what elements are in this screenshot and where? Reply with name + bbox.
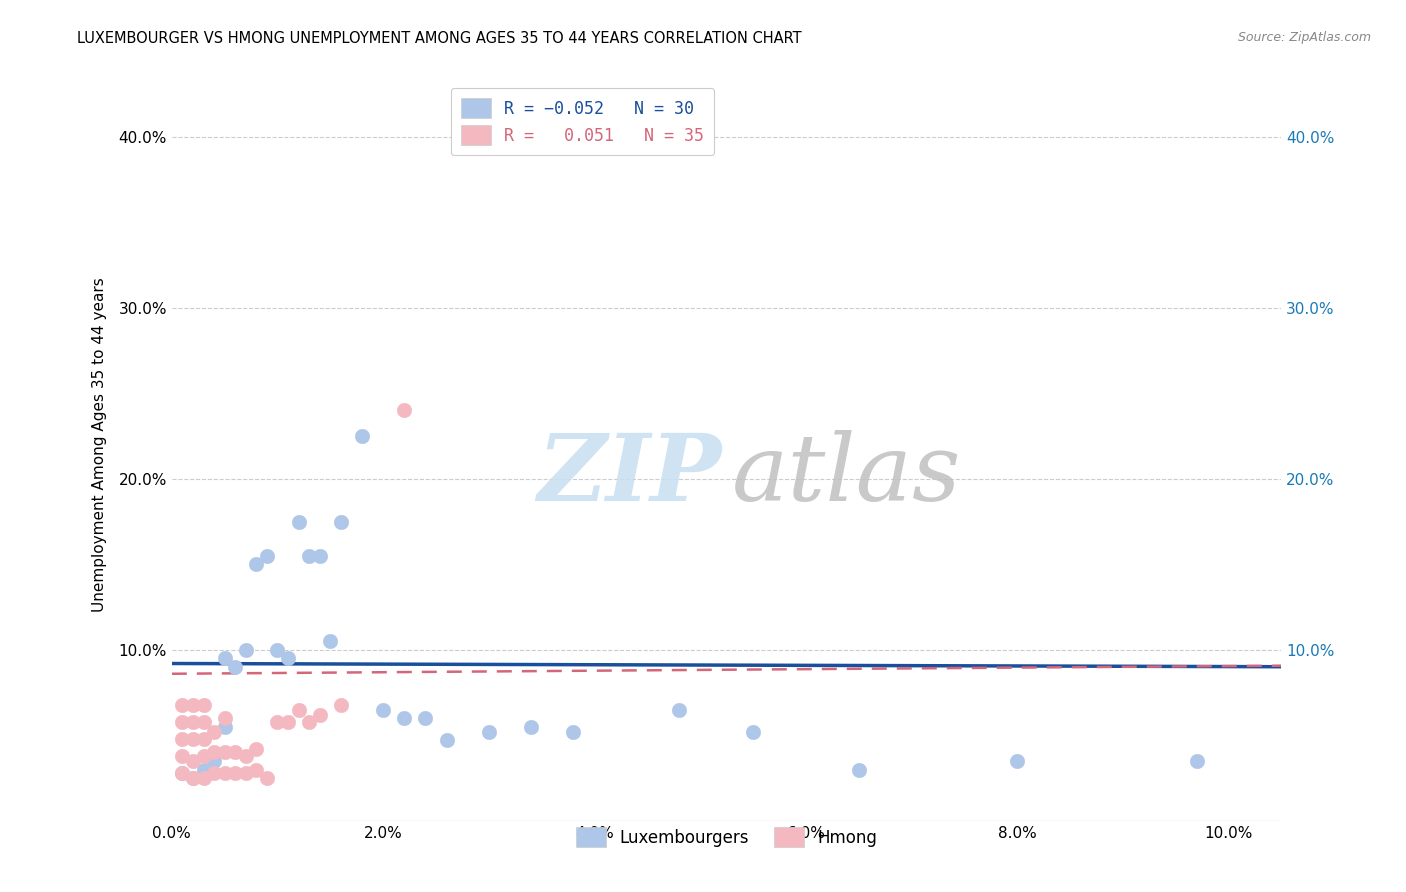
Point <box>277 651 299 665</box>
Point <box>277 714 299 729</box>
Text: ZIP: ZIP <box>537 430 721 520</box>
Point <box>181 771 204 785</box>
Point <box>436 733 458 747</box>
Point <box>181 754 204 768</box>
Y-axis label: Unemployment Among Ages 35 to 44 years: Unemployment Among Ages 35 to 44 years <box>93 277 107 612</box>
Point <box>224 660 246 674</box>
Point <box>193 771 215 785</box>
Point <box>193 763 215 777</box>
Point <box>181 714 204 729</box>
Point <box>562 725 585 739</box>
Point <box>415 711 437 725</box>
Point <box>181 731 204 746</box>
Point <box>202 746 225 760</box>
Point <box>193 731 215 746</box>
Point <box>256 771 278 785</box>
Point <box>214 766 236 780</box>
Point <box>193 698 215 712</box>
Point <box>214 746 236 760</box>
Point <box>172 698 194 712</box>
Point <box>172 766 194 780</box>
Point <box>329 698 352 712</box>
Point <box>266 714 288 729</box>
Point <box>308 549 330 563</box>
Point <box>394 403 416 417</box>
Point <box>172 748 194 763</box>
Point <box>668 703 690 717</box>
Point <box>181 698 204 712</box>
Point <box>202 725 225 739</box>
Point <box>848 763 870 777</box>
Point <box>193 748 215 763</box>
Point <box>319 634 342 648</box>
Point <box>193 714 215 729</box>
Legend: Luxembourgers, Hmong: Luxembourgers, Hmong <box>569 820 884 854</box>
Point <box>202 766 225 780</box>
Point <box>350 429 373 443</box>
Point <box>520 720 543 734</box>
Point <box>329 515 352 529</box>
Point <box>256 549 278 563</box>
Point <box>181 771 204 785</box>
Point <box>214 711 236 725</box>
Text: atlas: atlas <box>733 430 962 520</box>
Point <box>235 748 257 763</box>
Point <box>298 714 321 729</box>
Point <box>287 515 309 529</box>
Point <box>1185 754 1208 768</box>
Point <box>373 703 395 717</box>
Point <box>742 725 765 739</box>
Point <box>245 763 267 777</box>
Point <box>266 643 288 657</box>
Text: Source: ZipAtlas.com: Source: ZipAtlas.com <box>1237 31 1371 45</box>
Point <box>214 720 236 734</box>
Point <box>308 707 330 722</box>
Point <box>235 766 257 780</box>
Point <box>394 711 416 725</box>
Point <box>1005 754 1028 768</box>
Point <box>287 703 309 717</box>
Point <box>172 714 194 729</box>
Point <box>478 725 501 739</box>
Point <box>245 558 267 572</box>
Point <box>224 766 246 780</box>
Point <box>202 754 225 768</box>
Point <box>235 643 257 657</box>
Point <box>298 549 321 563</box>
Point <box>214 651 236 665</box>
Point <box>224 746 246 760</box>
Text: LUXEMBOURGER VS HMONG UNEMPLOYMENT AMONG AGES 35 TO 44 YEARS CORRELATION CHART: LUXEMBOURGER VS HMONG UNEMPLOYMENT AMONG… <box>77 31 801 46</box>
Point <box>172 766 194 780</box>
Point <box>245 742 267 756</box>
Point <box>172 731 194 746</box>
